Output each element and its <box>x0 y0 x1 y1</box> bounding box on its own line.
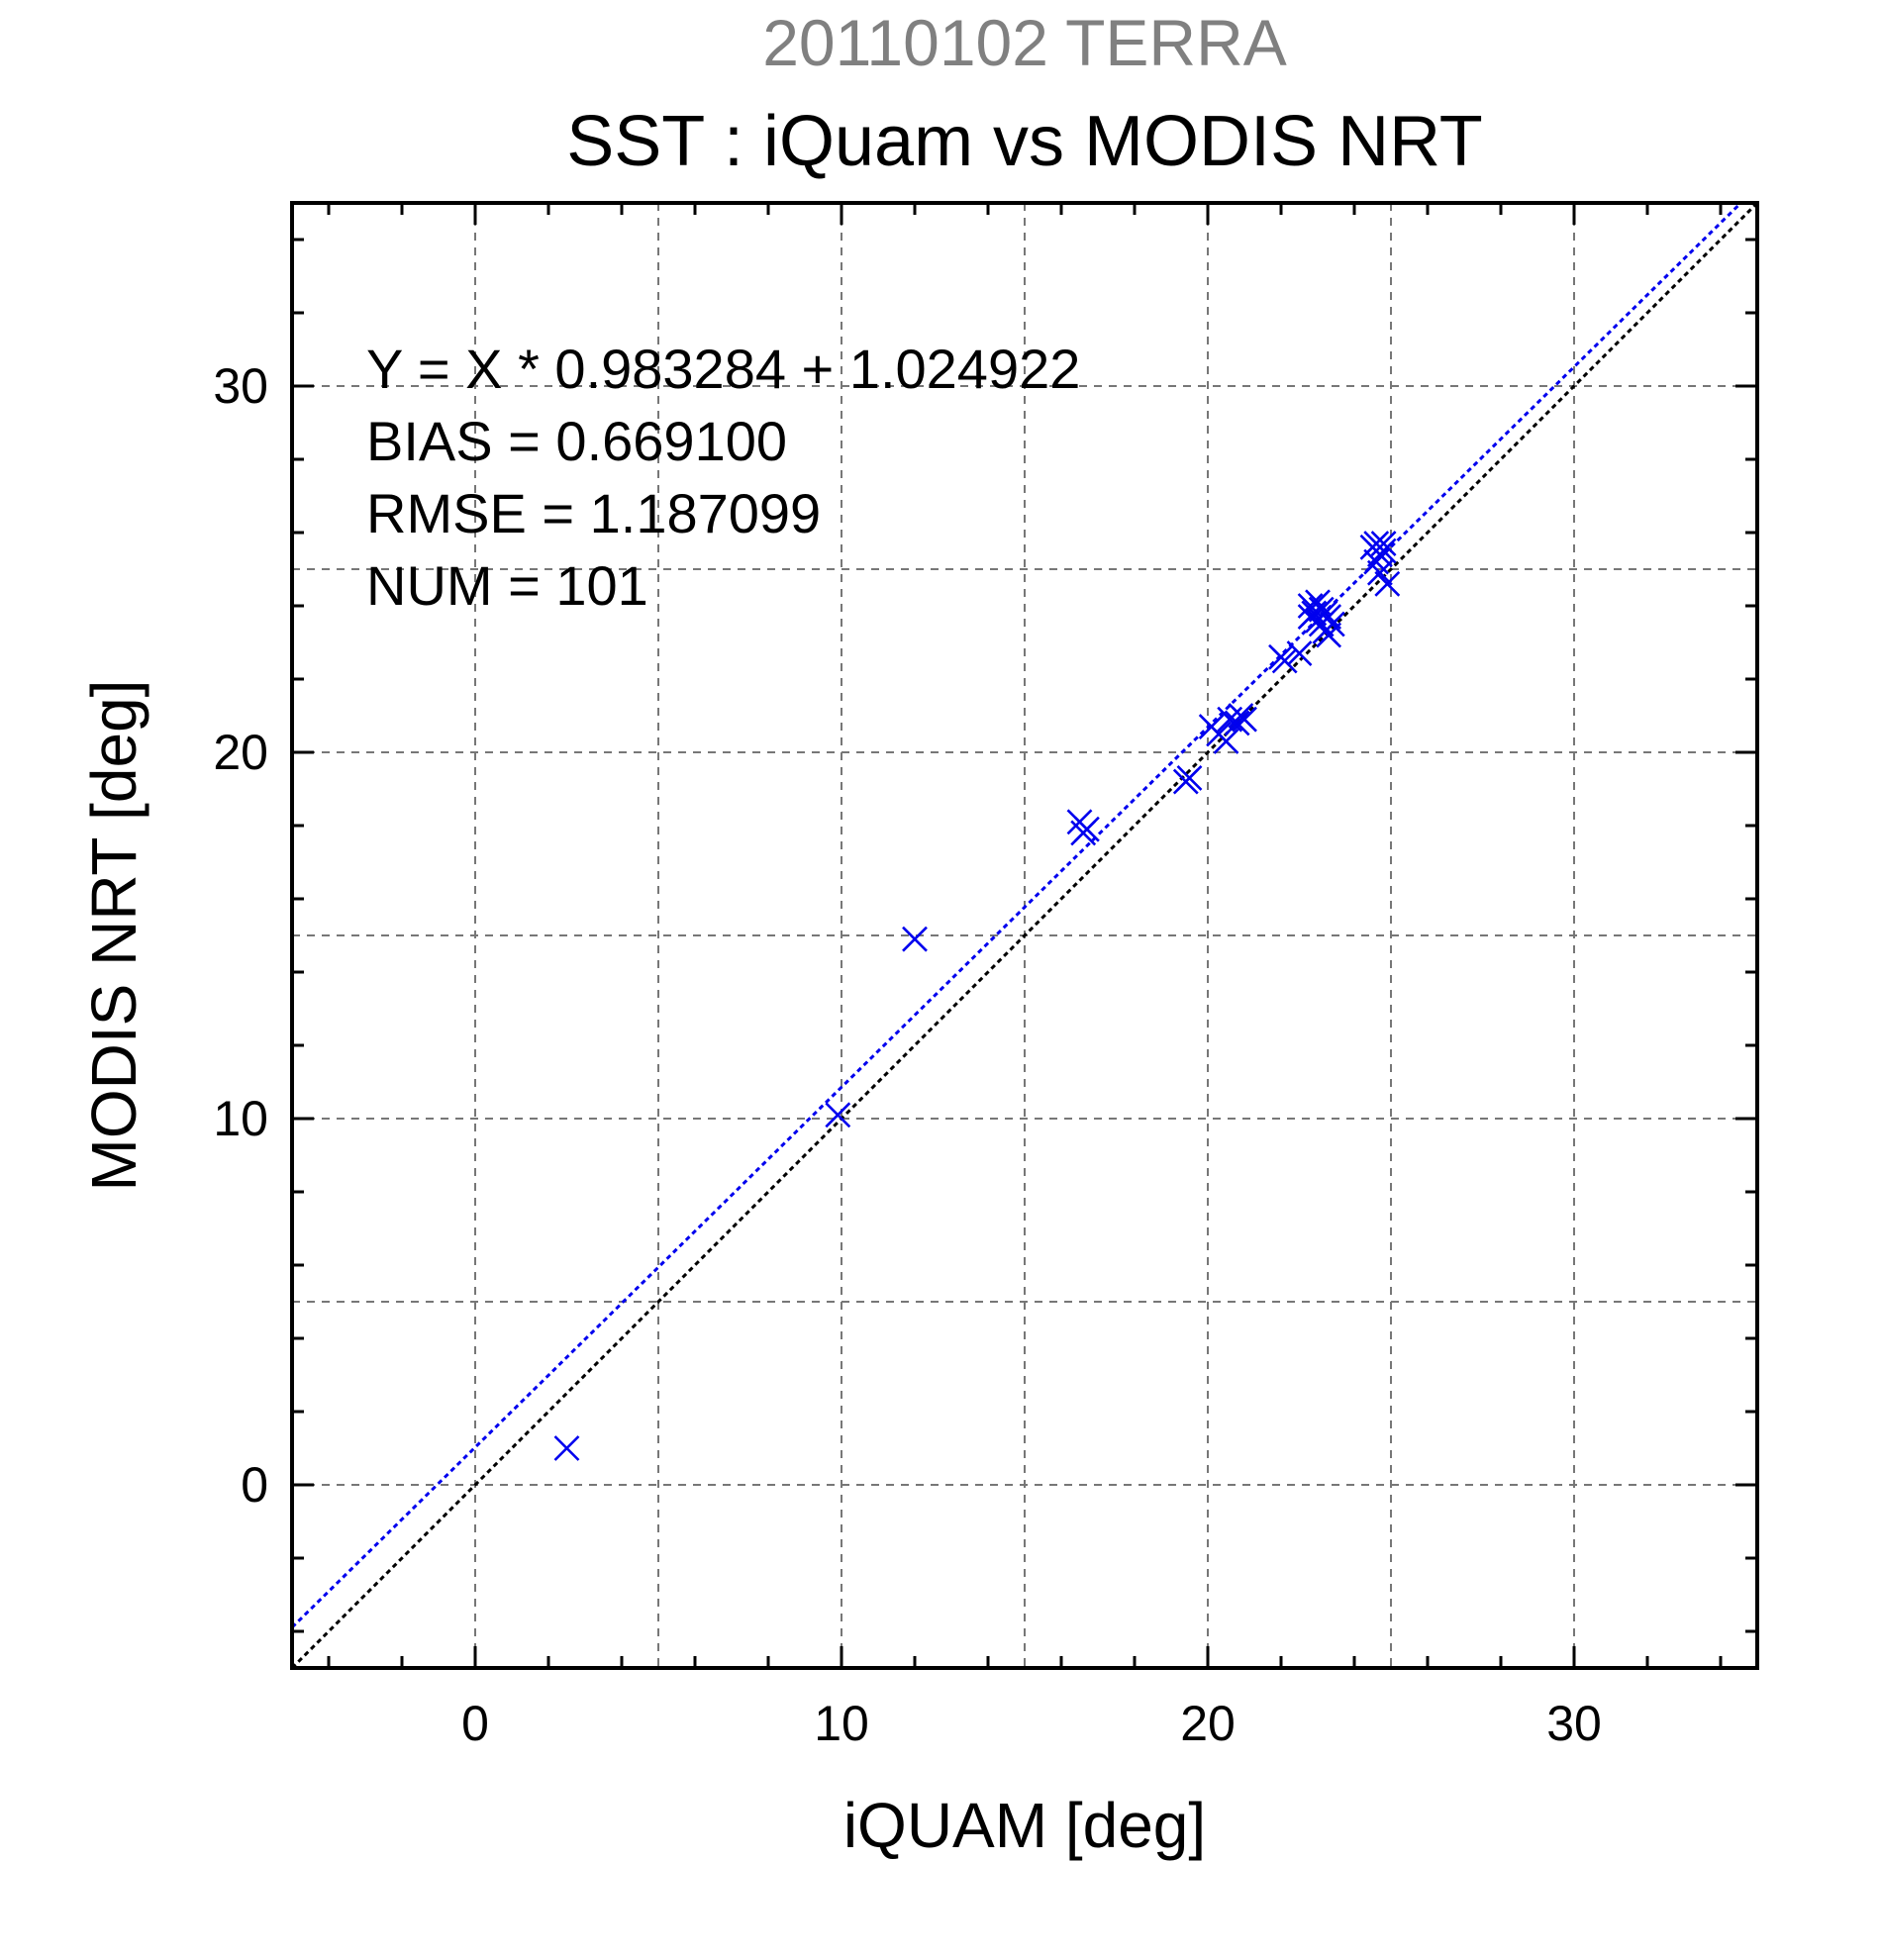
chart-title: SST : iQuam vs MODIS NRT <box>566 102 1483 181</box>
data-point <box>553 1435 580 1461</box>
data-point <box>1374 570 1401 597</box>
data-point <box>1305 589 1331 616</box>
data-point <box>1366 559 1393 586</box>
x-axis-label: iQUAM [deg] <box>843 1790 1206 1861</box>
data-point <box>1370 538 1397 564</box>
tick-labels: 0 10 20 30 0 10 20 30 <box>213 358 1601 1751</box>
data-point <box>1224 710 1250 736</box>
identity-line <box>290 201 1759 1670</box>
x-tick-label: 20 <box>1180 1696 1236 1751</box>
x-tick-label: 30 <box>1546 1696 1602 1751</box>
data-point <box>1176 764 1203 791</box>
data-points <box>553 531 1401 1461</box>
data-point <box>902 926 928 952</box>
x-tick-label: 10 <box>814 1696 869 1751</box>
data-point <box>1319 611 1345 637</box>
grid-layer <box>292 203 1757 1668</box>
data-point <box>1316 604 1342 631</box>
bias-text: BIAS = 0.669100 <box>366 410 787 472</box>
y-tick-label: 30 <box>213 358 268 414</box>
num-text: NUM = 101 <box>366 554 648 617</box>
y-tick-label: 10 <box>213 1091 268 1146</box>
fit-equation-text: Y = X * 0.983284 + 1.024922 <box>366 338 1080 400</box>
reference-lines <box>290 201 1759 1670</box>
data-point <box>1286 640 1313 667</box>
y-tick-label: 0 <box>241 1457 268 1513</box>
data-point <box>825 1102 851 1128</box>
tick-marks <box>292 203 1757 1668</box>
y-axis-label: MODIS NRT [deg] <box>78 680 149 1192</box>
y-tick-label: 20 <box>213 725 268 780</box>
rmse-text: RMSE = 1.187099 <box>366 482 821 544</box>
chart-subtitle: 20110102 TERRA <box>762 6 1287 79</box>
data-point <box>1073 816 1100 842</box>
data-point <box>1213 728 1239 754</box>
fit-line <box>290 201 1742 1629</box>
stats-annotation: Y = X * 0.983284 + 1.024922 BIAS = 0.669… <box>366 338 1080 617</box>
data-point <box>1232 706 1257 733</box>
x-tick-label: 0 <box>461 1696 489 1751</box>
data-point <box>1271 647 1298 674</box>
plot-frame <box>290 201 1759 1670</box>
data-point <box>1370 531 1397 557</box>
